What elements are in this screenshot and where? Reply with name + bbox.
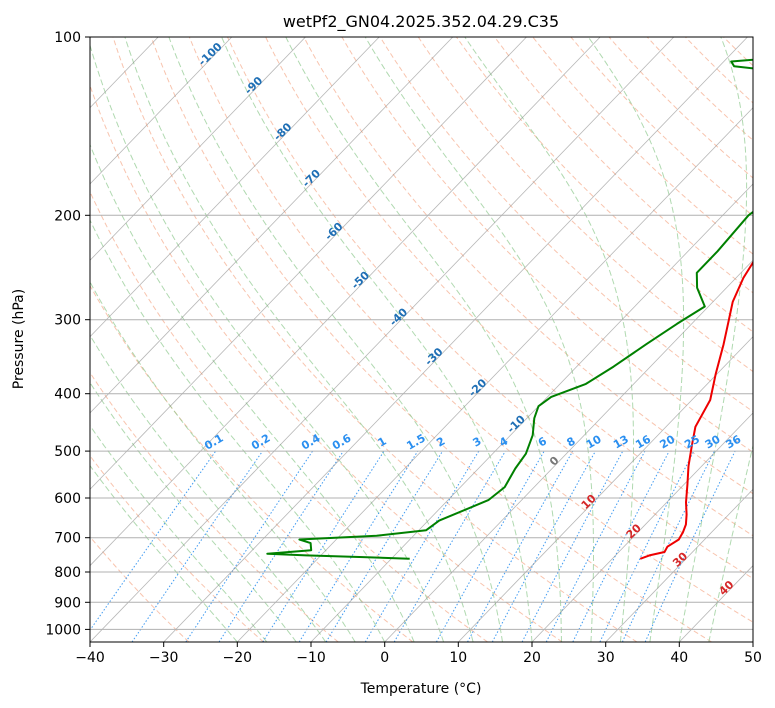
isotherm-line: [384, 259, 753, 642]
moist-adiabat: [90, 143, 415, 642]
isotherm-line: [90, 37, 601, 567]
mixing-ratio-line: [435, 450, 545, 642]
mixing-ratio-line: [325, 450, 444, 642]
isotherm-line: [90, 37, 454, 414]
y-tick-label: 500: [54, 444, 81, 460]
moist-adiabat: [168, 37, 503, 642]
x-tick-label: −20: [223, 650, 253, 666]
chart-title: wetPf2_GN04.2025.352.04.29.C35: [283, 12, 559, 32]
dry-adiabat: [90, 84, 563, 642]
isotherm-line: [237, 107, 753, 642]
mixing-ratio-line: [521, 450, 624, 642]
dry-adiabat: [90, 454, 264, 642]
dry-adiabat: [379, 37, 753, 413]
y-tick-label: 1000: [45, 622, 81, 638]
moist-adiabat: [90, 334, 327, 642]
y-axis-label: Pressure (hPa): [11, 289, 27, 389]
mixing-ratio-line: [644, 450, 736, 642]
y-tick-label: 700: [54, 531, 81, 547]
moist-adiabat: [221, 37, 533, 642]
dry-adiabat: [90, 190, 488, 642]
isotherm-line: [310, 183, 753, 642]
moist-adiabat: [124, 37, 474, 642]
x-tick-label: 40: [670, 650, 688, 666]
y-tick-label: 100: [54, 30, 81, 46]
x-tick-label: 30: [597, 650, 615, 666]
dry-adiabat: [90, 284, 414, 642]
temperature-profile-line: [639, 260, 753, 560]
dry-adiabat: [188, 37, 753, 623]
mixing-ratio-line: [262, 450, 385, 642]
dewpoint-profile-line: [266, 58, 753, 560]
mixing-ratio-line: [218, 450, 344, 642]
dry-adiabat: [494, 37, 753, 294]
y-tick-label: 300: [54, 313, 81, 329]
moist-adiabat: [90, 281, 356, 642]
isotherm-line: [0, 37, 11, 642]
mixing-ratio-line: [467, 450, 574, 642]
y-tick-label: 600: [54, 491, 81, 507]
dry-adiabat: [762, 37, 775, 642]
x-tick-label: 0: [380, 650, 389, 666]
y-tick-label: 400: [54, 387, 81, 403]
dry-adiabat: [227, 37, 753, 580]
plot-frame: [89, 36, 754, 643]
isotherm-line: [458, 336, 753, 642]
moist-adiabat: [708, 443, 753, 642]
profile-lines: [266, 58, 753, 560]
x-axis-label: Temperature (°C): [360, 681, 482, 697]
isotherm-line: [163, 37, 748, 642]
mixing-ratio-line: [90, 450, 217, 632]
dry-adiabat: [112, 37, 638, 642]
x-tick-label: 50: [744, 650, 762, 666]
isotherm-line: [90, 37, 527, 490]
x-tick-label: 20: [523, 650, 541, 666]
mixing-ratio-line: [491, 450, 596, 642]
y-tick-label: 800: [54, 565, 81, 581]
x-tick-label: 10: [449, 650, 467, 666]
y-tick-label: 200: [54, 208, 81, 224]
moist-adiabat: [90, 424, 268, 642]
moist-adiabat: [90, 219, 386, 642]
x-tick-label: −30: [149, 650, 179, 666]
y-tick-label: 900: [54, 595, 81, 611]
moist-adiabat: [90, 43, 445, 642]
mixing-ratio-line: [599, 450, 695, 642]
background-lines: [0, 37, 775, 642]
dry-adiabat: [265, 37, 753, 537]
x-tick-label: −10: [296, 650, 326, 666]
moist-adiabat: [364, 37, 594, 642]
dry-adiabat: [570, 37, 753, 217]
isotherm-line: [531, 412, 753, 642]
y-axis: 100 200 300 400 500 600 700 800 900 1000: [45, 30, 90, 638]
mixing-ratio-line: [131, 450, 264, 642]
mixing-ratio-line: [572, 450, 670, 642]
dry-adiabat: [150, 37, 712, 642]
moist-adiabat: [90, 464, 238, 642]
isotherm-line: [90, 37, 380, 338]
mixing-ratio-line: [298, 450, 419, 642]
isotherm-line: [752, 641, 753, 642]
x-axis: −40 −30 −20 −10 0 10 20 30 40 50: [75, 642, 762, 666]
moist-adiabat: [678, 37, 748, 642]
isotherm-line: [90, 37, 675, 642]
plot-background: [90, 37, 753, 642]
moist-adiabat: [90, 381, 297, 642]
dry-adiabat: [646, 37, 753, 141]
dry-adiabat: [303, 37, 753, 495]
isotherm-line: [605, 488, 753, 642]
isotherm-line: [90, 37, 306, 261]
x-tick-label: −40: [75, 650, 105, 666]
moist-adiabat: [587, 37, 685, 642]
pressure-gridlines: [90, 37, 753, 630]
dry-adiabat: [90, 535, 190, 642]
isotherm-line: [90, 37, 233, 185]
